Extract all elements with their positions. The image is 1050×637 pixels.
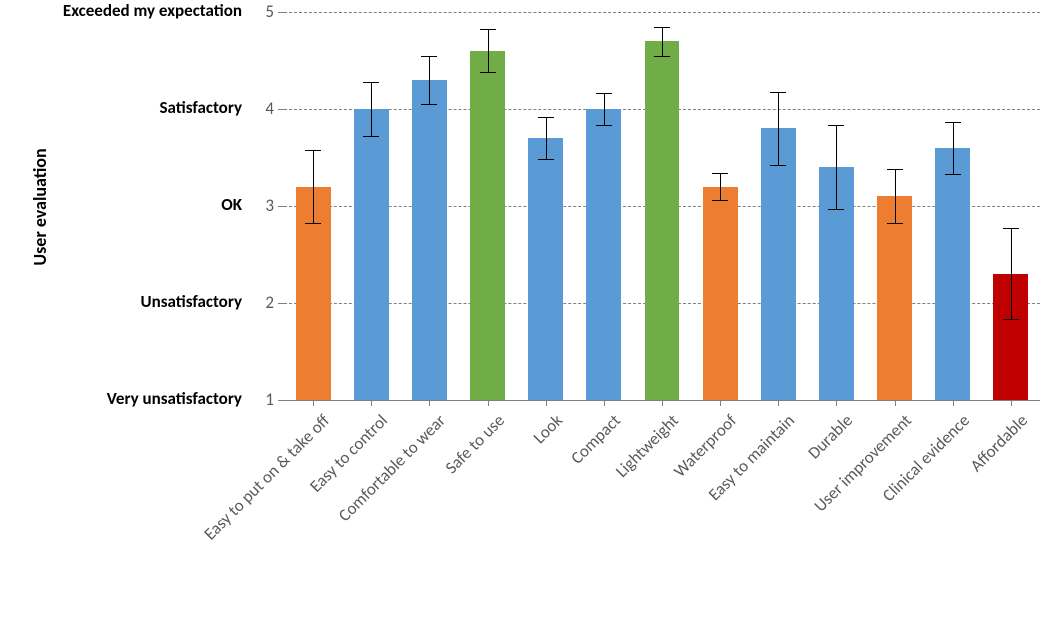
x-axis-label: Clinical evidence bbox=[747, 410, 974, 637]
bar bbox=[935, 148, 970, 400]
error-bar bbox=[371, 82, 372, 136]
gridline bbox=[284, 12, 1040, 13]
x-tick-mark bbox=[895, 400, 896, 406]
error-bar bbox=[429, 56, 430, 105]
chart-container: User evaluation 1Very unsatisfactory2Uns… bbox=[0, 0, 1050, 578]
bar bbox=[470, 51, 505, 400]
error-cap bbox=[945, 174, 961, 175]
bar bbox=[703, 187, 738, 400]
x-tick-mark bbox=[429, 400, 430, 406]
error-cap bbox=[305, 223, 321, 224]
y-tick-mark bbox=[278, 109, 284, 110]
error-cap bbox=[887, 169, 903, 170]
bar bbox=[354, 109, 389, 400]
y-tick-label: Very unsatisfactory bbox=[0, 388, 242, 409]
error-cap bbox=[305, 150, 321, 151]
x-tick-mark bbox=[546, 400, 547, 406]
x-tick-mark bbox=[953, 400, 954, 406]
error-cap bbox=[480, 29, 496, 30]
error-cap bbox=[712, 200, 728, 201]
x-axis-label: Affordable bbox=[805, 410, 1032, 637]
error-cap bbox=[596, 125, 612, 126]
y-tick-number: 4 bbox=[256, 98, 274, 119]
x-tick-mark bbox=[488, 400, 489, 406]
error-bar bbox=[895, 169, 896, 223]
error-cap bbox=[828, 125, 844, 126]
error-cap bbox=[770, 92, 786, 93]
x-tick-mark bbox=[662, 400, 663, 406]
y-tick-label: Satisfactory bbox=[0, 97, 242, 118]
x-tick-mark bbox=[836, 400, 837, 406]
error-cap bbox=[654, 56, 670, 57]
error-cap bbox=[480, 72, 496, 73]
error-cap bbox=[596, 93, 612, 94]
error-cap bbox=[945, 122, 961, 123]
error-cap bbox=[363, 82, 379, 83]
error-cap bbox=[421, 56, 437, 57]
bar bbox=[528, 138, 563, 400]
y-tick-label: OK bbox=[0, 194, 242, 215]
error-cap bbox=[828, 209, 844, 210]
bar bbox=[645, 41, 680, 400]
x-tick-mark bbox=[604, 400, 605, 406]
error-bar bbox=[953, 122, 954, 174]
error-bar bbox=[604, 93, 605, 126]
y-tick-mark bbox=[278, 303, 284, 304]
x-tick-mark bbox=[778, 400, 779, 406]
y-tick-number: 1 bbox=[256, 389, 274, 410]
bar bbox=[586, 109, 621, 400]
bar bbox=[412, 80, 447, 400]
y-tick-label: Unsatisfactory bbox=[0, 291, 242, 312]
error-bar bbox=[488, 29, 489, 72]
error-cap bbox=[363, 136, 379, 137]
x-tick-mark bbox=[1011, 400, 1012, 406]
error-cap bbox=[712, 173, 728, 174]
x-tick-mark bbox=[313, 400, 314, 406]
bar bbox=[761, 128, 796, 400]
error-bar bbox=[720, 173, 721, 200]
error-bar bbox=[1011, 228, 1012, 319]
error-cap bbox=[421, 104, 437, 105]
error-cap bbox=[887, 223, 903, 224]
error-bar bbox=[662, 27, 663, 56]
error-bar bbox=[778, 92, 779, 166]
error-cap bbox=[770, 165, 786, 166]
y-tick-mark bbox=[278, 206, 284, 207]
x-axis-label: User improvement bbox=[688, 410, 915, 637]
bar bbox=[877, 196, 912, 400]
y-tick-number: 5 bbox=[256, 1, 274, 22]
error-bar bbox=[313, 150, 314, 224]
x-tick-mark bbox=[720, 400, 721, 406]
y-tick-mark bbox=[278, 12, 284, 13]
error-cap bbox=[538, 159, 554, 160]
plot-area bbox=[284, 12, 1040, 401]
error-cap bbox=[1003, 228, 1019, 229]
error-cap bbox=[654, 27, 670, 28]
x-tick-mark bbox=[371, 400, 372, 406]
error-bar bbox=[836, 125, 837, 208]
y-tick-mark bbox=[278, 400, 284, 401]
error-cap bbox=[1003, 319, 1019, 320]
error-cap bbox=[538, 117, 554, 118]
error-bar bbox=[546, 117, 547, 160]
y-tick-label: Exceeded my expectation bbox=[0, 0, 242, 21]
y-tick-number: 2 bbox=[256, 292, 274, 313]
y-tick-number: 3 bbox=[256, 195, 274, 216]
